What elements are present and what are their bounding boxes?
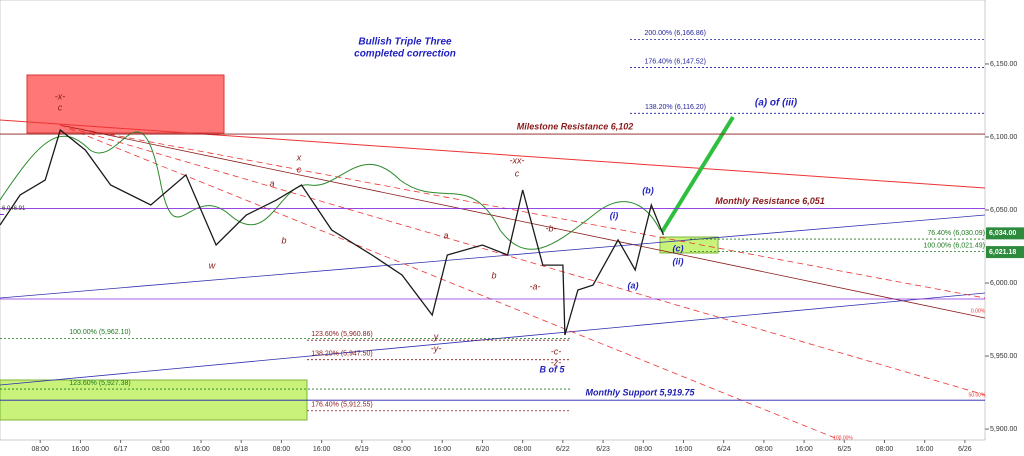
wave-label: -x- — [55, 91, 66, 101]
wave-label: c — [515, 168, 520, 178]
key-line-label: Monthly Support 5,919.75 — [585, 388, 695, 398]
x-tick-label: 08:00 — [393, 446, 411, 453]
x-tick-label: 16:00 — [675, 446, 693, 453]
wave-label: (b) — [642, 185, 654, 195]
channel-line — [59, 124, 986, 396]
channel-line — [59, 124, 986, 299]
wave-label: -z- — [551, 357, 562, 367]
x-tick-label: 16:00 — [313, 446, 331, 453]
fib-label: 100.00% (6,021.49) — [924, 242, 986, 249]
price-line — [0, 128, 665, 336]
x-tick-label: 6/18 — [234, 446, 248, 453]
wave-label: (a) of (iii) — [755, 98, 798, 109]
fib-label: 123.60% (5,960.86) — [311, 331, 373, 338]
channel-line — [59, 124, 841, 441]
trend-line — [0, 119, 986, 189]
wave-label: (ii) — [673, 256, 684, 266]
x-tick-label: 16:00 — [72, 446, 90, 453]
fib-label: 100.00% (5,962.10) — [69, 329, 131, 336]
wave-label: (i) — [610, 210, 619, 220]
wave-label: b — [491, 270, 496, 280]
wave-label: B of 5 — [539, 364, 565, 374]
wave-label: y — [433, 331, 439, 341]
channel-label: 100.00% — [833, 435, 853, 441]
trend-line — [0, 214, 986, 299]
projection-arrow — [660, 115, 735, 234]
green-zone — [659, 236, 719, 254]
x-tick-label: 6/26 — [958, 446, 972, 453]
title: Bullish Triple Three — [358, 37, 452, 48]
wave-label: (c) — [673, 243, 684, 253]
fib-label: 200.00% (6,166.86) — [645, 30, 707, 37]
x-tick-label: 6/17 — [114, 446, 128, 453]
subtitle: completed correction — [354, 49, 456, 60]
x-tick-label: 6/19 — [355, 446, 369, 453]
wave-label: -a- — [530, 281, 541, 291]
wave-label: -c- — [551, 346, 562, 356]
x-tick-label: 08:00 — [152, 446, 170, 453]
envelope — [0, 131, 661, 250]
trend-line — [0, 292, 986, 386]
trend-line — [59, 124, 986, 319]
y-tick-label: 5,950.00 — [990, 353, 1017, 360]
x-tick-label: 6/20 — [476, 446, 490, 453]
fib-label: 76.40% (6,030.09) — [927, 230, 985, 237]
wave-label: -y- — [431, 343, 442, 353]
x-tick-label: 16:00 — [192, 446, 210, 453]
channel-label: 0.00% — [971, 308, 986, 314]
price-tag-label: 6,034.00 — [989, 230, 1016, 237]
x-tick-label: 08:00 — [31, 446, 49, 453]
wave-label: -b- — [546, 223, 557, 233]
x-tick-label: 6/23 — [596, 446, 610, 453]
y-tick-label: 6,000.00 — [990, 280, 1017, 287]
price-tag — [986, 246, 1024, 259]
x-tick-label: 6/25 — [837, 446, 851, 453]
fib-label: 138.20% (5,947.50) — [311, 351, 373, 358]
price-tag — [986, 227, 1024, 240]
key-line-label: Milestone Resistance 6,102 — [517, 121, 634, 131]
y-tick-label: 6,150.00 — [990, 61, 1017, 68]
x-tick-label: 6/24 — [717, 446, 731, 453]
last-label: 6,046.91 — [2, 206, 26, 212]
y-tick-label: 6,050.00 — [990, 207, 1017, 214]
x-tick-label: 16:00 — [916, 446, 934, 453]
red-zone — [26, 74, 225, 134]
wave-label: a — [269, 178, 274, 188]
key-line-label: Monthly Resistance 6,051 — [715, 196, 825, 206]
x-tick-label: 08:00 — [273, 446, 291, 453]
wave-label: c — [297, 164, 302, 174]
x-tick-label: 6/22 — [556, 446, 570, 453]
y-tick-label: 6,100.00 — [990, 134, 1017, 141]
wave-label: a — [443, 230, 448, 240]
wave-label: (a) — [628, 280, 639, 290]
wave-label: -xx- — [510, 155, 525, 165]
x-tick-label: 16:00 — [795, 446, 813, 453]
price-tag-label: 6,021.18 — [989, 249, 1016, 256]
x-tick-label: 08:00 — [876, 446, 894, 453]
wave-label: x — [296, 152, 302, 162]
x-tick-label: 08:00 — [755, 446, 773, 453]
fib-label: 138.20% (6,116.20) — [645, 104, 706, 111]
fib-label: 176.40% (5,912.55) — [311, 402, 373, 409]
wave-label: b — [281, 235, 286, 245]
wave-label: c — [58, 102, 63, 112]
channel-label: 50.00% — [969, 392, 987, 398]
fib-label: 176.40% (6,147.52) — [645, 58, 707, 65]
x-tick-label: 08:00 — [514, 446, 532, 453]
y-tick-label: 5,900.00 — [990, 426, 1017, 433]
x-tick-label: 08:00 — [634, 446, 652, 453]
fib-label: 123.60% (5,927.38) — [69, 380, 131, 387]
wave-label: w — [209, 260, 216, 270]
plot-area — [0, 0, 986, 441]
x-tick-label: 16:00 — [433, 446, 451, 453]
